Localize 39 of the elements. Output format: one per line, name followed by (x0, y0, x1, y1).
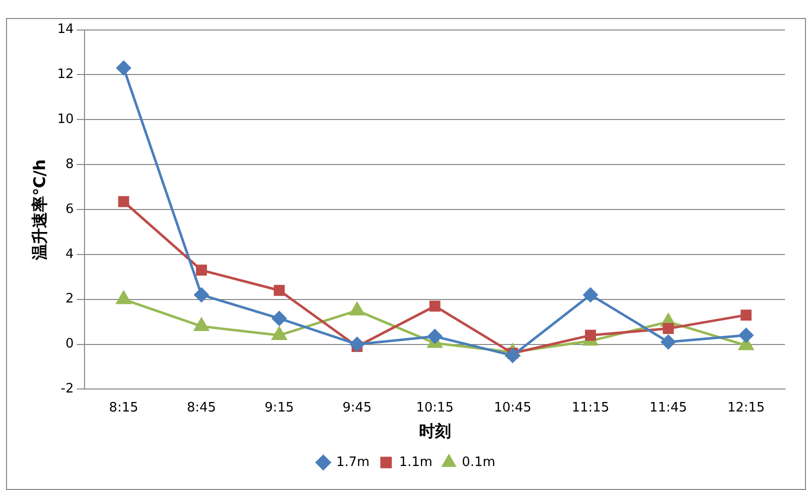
point (584, 330, 596, 341)
y-tick-label: 8 (65, 156, 74, 172)
x-tick-label: 11:15 (572, 400, 610, 416)
point (583, 288, 598, 302)
y-tick-label: 2 (65, 292, 74, 307)
y-tick-label: 0 (65, 336, 74, 352)
y-axis-title: 温升速率℃/h (30, 159, 49, 261)
legend-label: 0.1m (462, 454, 496, 470)
y-tick-label: 12 (57, 67, 74, 82)
y-tick-label: -2 (60, 382, 74, 397)
y-tick-label: 10 (57, 112, 74, 128)
point (661, 334, 676, 350)
x-tick-label: 10:45 (494, 400, 532, 416)
point (429, 300, 440, 312)
point (740, 310, 752, 321)
x-tick-label: 11:45 (650, 400, 688, 416)
point (116, 60, 131, 76)
y-tick-label: 6 (65, 202, 74, 217)
x-tick-label: 9:15 (264, 400, 294, 416)
point (738, 328, 754, 343)
legend-label: 1.1m (399, 454, 432, 470)
point (272, 311, 287, 326)
point (662, 323, 674, 334)
point (274, 284, 285, 296)
point (194, 288, 209, 302)
x-axis-title: 时刻 (418, 422, 451, 441)
x-tick-label: 9:45 (342, 400, 372, 416)
x-tick-label: 10:15 (416, 400, 454, 416)
x-tick-label: 8:45 (186, 400, 216, 416)
point (118, 196, 130, 208)
legend-label: 1.7m (336, 454, 370, 470)
point (350, 337, 364, 352)
point (505, 348, 520, 363)
y-tick-label: 14 (57, 22, 74, 38)
point (428, 329, 442, 344)
point (196, 264, 207, 276)
y-tick-label: 4 (65, 246, 74, 262)
x-tick-label: 12:15 (727, 400, 765, 416)
x-tick-label: 8:15 (109, 400, 138, 416)
